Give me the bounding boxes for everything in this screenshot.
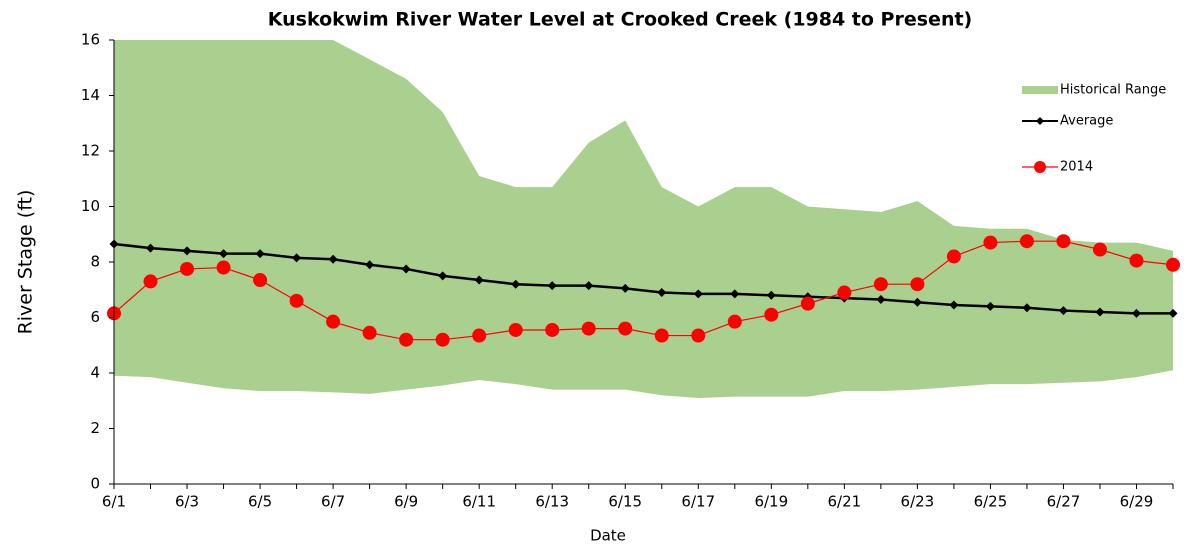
point <box>983 235 998 250</box>
y-axis-title: River Stage (ft) <box>15 190 37 335</box>
point <box>910 277 925 292</box>
point <box>435 332 450 347</box>
historical-range-area <box>114 40 1173 398</box>
series-line <box>113 242 1173 315</box>
point <box>438 271 448 281</box>
legend-marker <box>1036 117 1044 125</box>
point <box>1095 307 1105 317</box>
legend-label: Average <box>1060 114 1113 129</box>
point <box>365 260 375 270</box>
point <box>545 322 560 337</box>
point <box>1058 306 1068 316</box>
point <box>253 273 268 288</box>
point <box>1129 253 1144 268</box>
x-tick-label: 6/5 <box>248 493 272 511</box>
point <box>292 253 302 263</box>
point <box>949 300 959 310</box>
point <box>657 288 667 298</box>
point <box>362 325 377 340</box>
point <box>581 321 596 336</box>
point <box>547 281 557 291</box>
x-tick-label: 6/21 <box>828 493 862 511</box>
plot-area <box>114 40 1173 398</box>
point <box>727 314 742 329</box>
y-tick-label: 0 <box>90 475 100 493</box>
legend-swatch <box>1022 86 1058 94</box>
point <box>620 283 630 293</box>
point <box>1092 242 1107 257</box>
point <box>618 321 633 336</box>
x-tick-label: 6/9 <box>394 493 418 511</box>
point <box>1131 308 1141 318</box>
point <box>764 307 779 322</box>
x-tick-label: 6/17 <box>681 493 715 511</box>
y-tick-label: 4 <box>90 364 100 382</box>
point <box>508 322 523 337</box>
point <box>691 328 706 343</box>
y-tick-label: 2 <box>90 419 100 437</box>
point <box>399 332 414 347</box>
point <box>912 297 922 307</box>
point <box>401 264 411 274</box>
markers <box>107 234 1180 347</box>
point <box>800 296 815 311</box>
point <box>1166 257 1180 272</box>
point <box>946 249 961 264</box>
legend-marker <box>1034 161 1046 173</box>
point <box>1056 234 1071 249</box>
point <box>511 279 521 289</box>
point <box>474 275 484 285</box>
x-tick-label: 6/23 <box>901 493 935 511</box>
x-tick-label: 6/15 <box>608 493 642 511</box>
legend-label: Historical Range <box>1060 83 1166 98</box>
point <box>472 328 487 343</box>
y-tick-label: 6 <box>90 308 100 326</box>
point <box>1022 303 1032 313</box>
point <box>289 293 304 308</box>
point <box>328 254 338 264</box>
point <box>730 289 740 299</box>
x-tick-label: 6/3 <box>175 493 199 511</box>
point <box>216 260 231 275</box>
x-tick-label: 6/27 <box>1047 493 1081 511</box>
point <box>1019 234 1034 249</box>
x-tick-label: 6/29 <box>1120 493 1154 511</box>
x-tick-label: 6/7 <box>321 493 345 511</box>
point <box>873 277 888 292</box>
point <box>985 301 995 311</box>
y-tick-label: 14 <box>81 86 100 104</box>
point <box>326 314 341 329</box>
x-tick-label: 6/25 <box>974 493 1008 511</box>
point <box>182 246 192 256</box>
point <box>693 289 703 299</box>
y-tick-label: 16 <box>81 31 100 49</box>
point <box>255 249 265 259</box>
chart-title: Kuskokwim River Water Level at Crooked C… <box>268 9 972 31</box>
x-axis-title: Date <box>590 527 626 545</box>
x-tick-label: 6/19 <box>754 493 788 511</box>
point <box>584 281 594 291</box>
point <box>1168 308 1178 318</box>
point <box>180 261 195 276</box>
point <box>837 285 852 300</box>
x-tick-label: 6/13 <box>535 493 569 511</box>
point <box>143 274 158 289</box>
y-tick-label: 10 <box>81 197 100 215</box>
point <box>219 249 229 259</box>
y-tick-label: 12 <box>81 142 100 160</box>
y-tick-label: 8 <box>90 253 100 271</box>
point <box>654 328 669 343</box>
point <box>876 294 886 304</box>
x-tick-label: 6/11 <box>462 493 496 511</box>
point <box>146 243 156 253</box>
x-tick-label: 6/1 <box>102 493 126 511</box>
point <box>766 290 776 300</box>
legend-label: 2014 <box>1060 160 1093 175</box>
